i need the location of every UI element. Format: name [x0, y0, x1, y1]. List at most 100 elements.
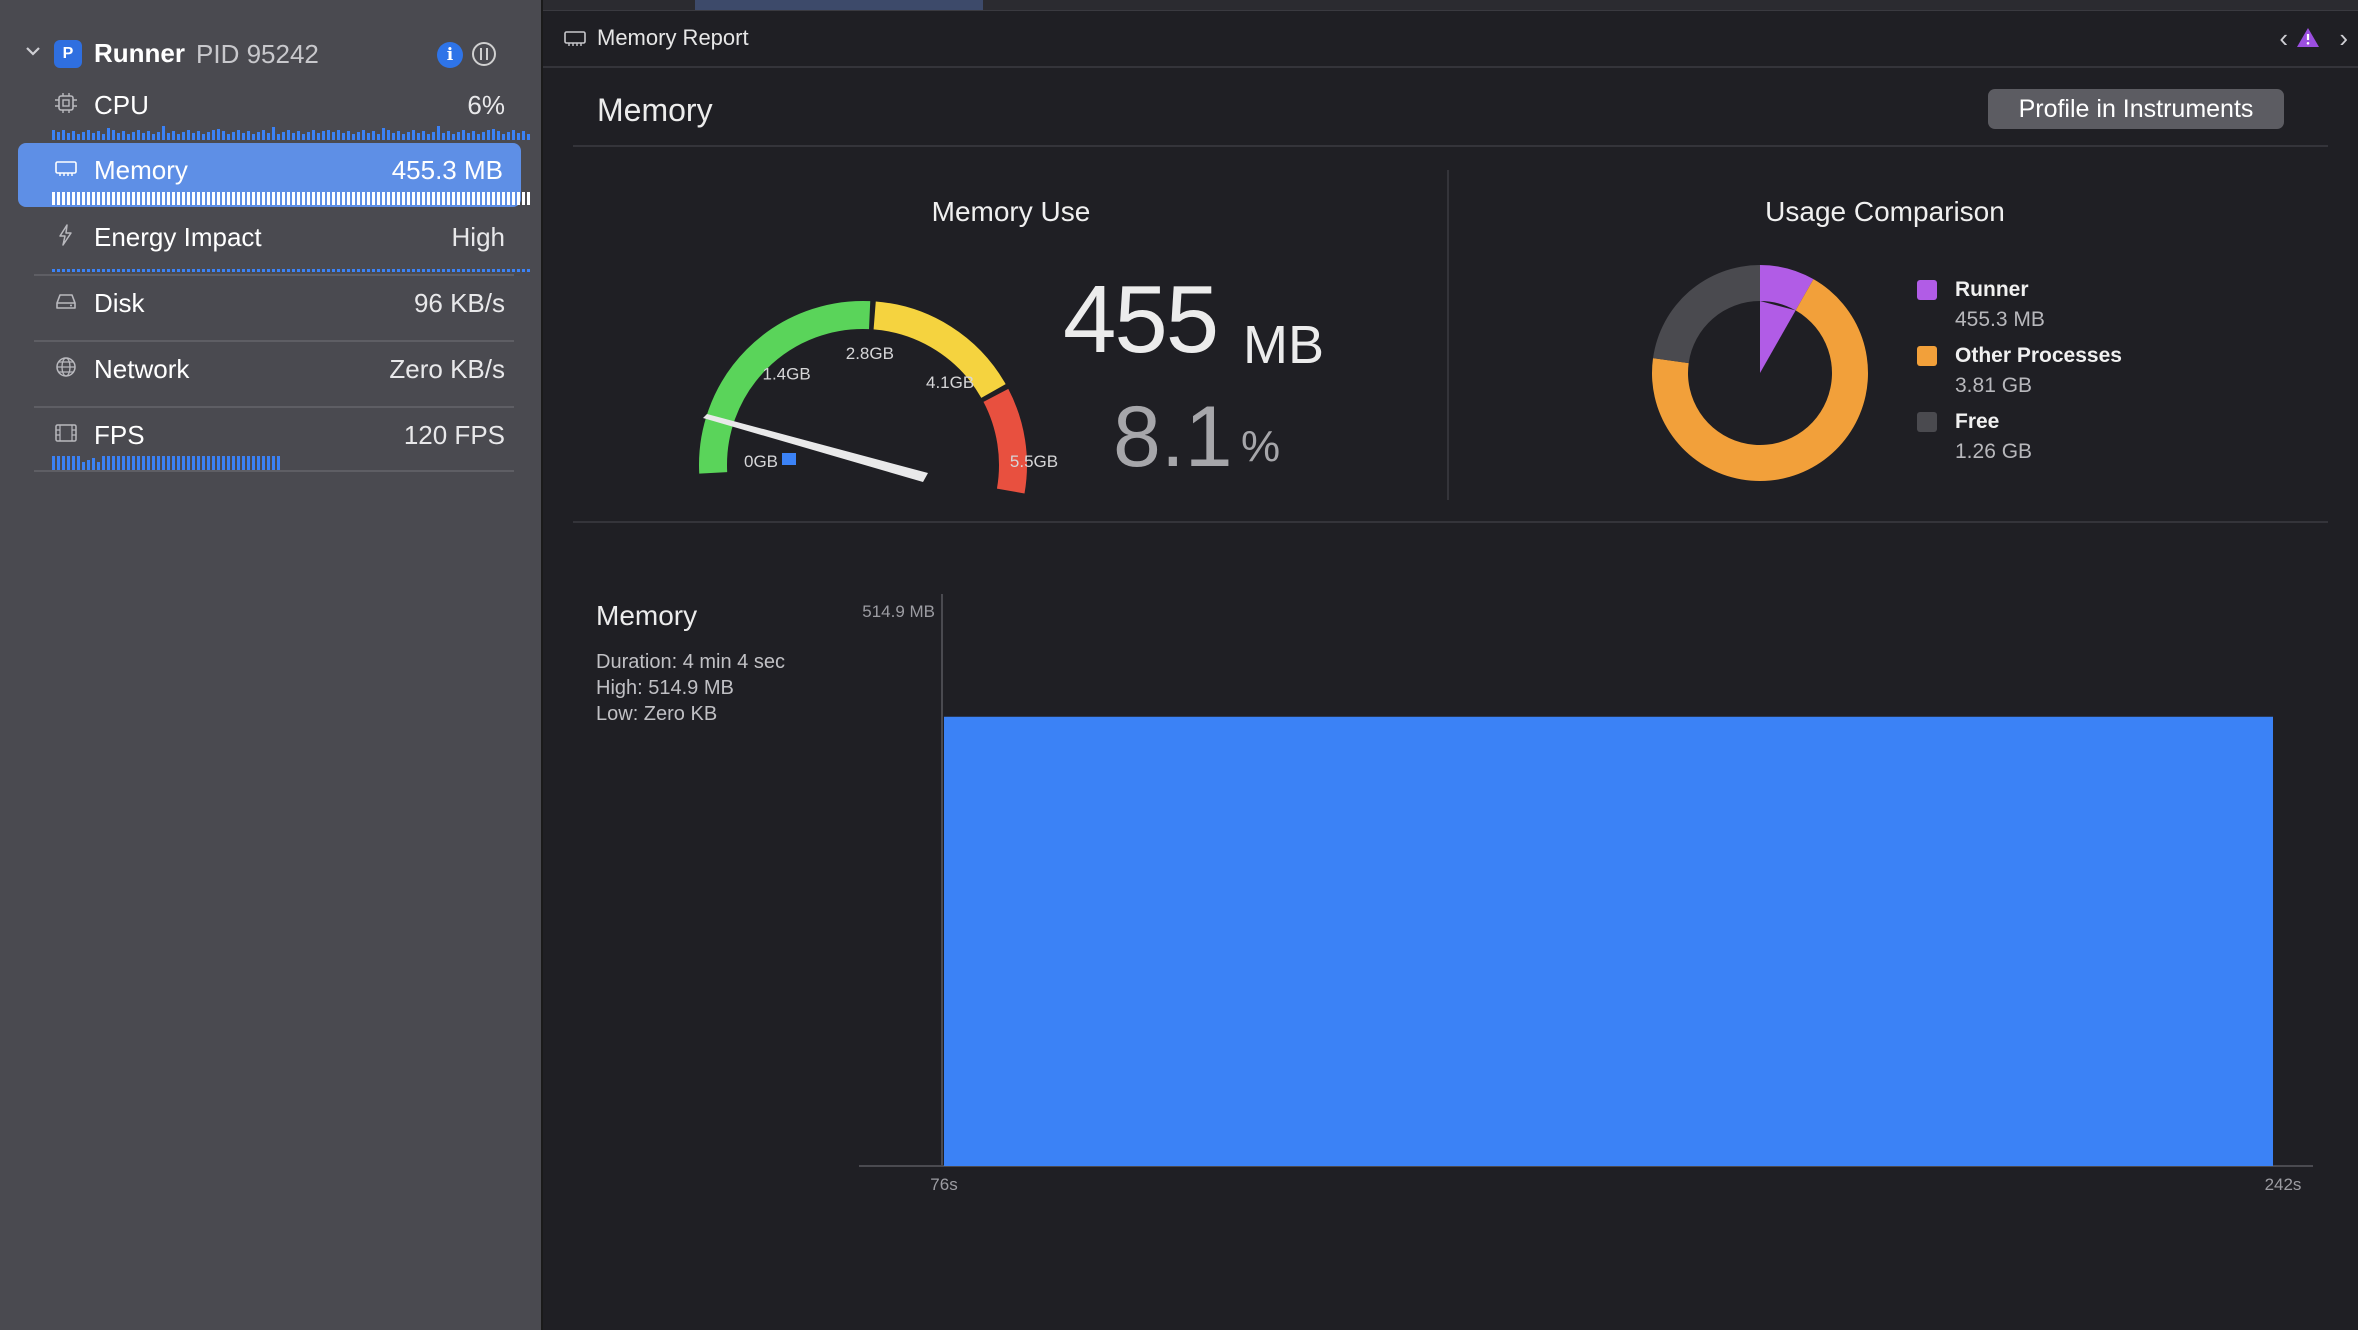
sparkline-bar: [447, 131, 450, 140]
sparkline-bar: [272, 456, 275, 470]
chevron-left-icon[interactable]: ‹: [2279, 23, 2288, 53]
sparkline-bar: [152, 456, 155, 470]
sparkline-bar: [167, 192, 170, 205]
report-header: Memory Report ‹ ›: [543, 11, 2358, 68]
chevron-right-icon[interactable]: ›: [2339, 23, 2348, 53]
app-icon: P: [54, 40, 82, 68]
sparkline-bar: [157, 269, 160, 272]
gauge-needle: [703, 414, 928, 482]
sparkline-bar: [172, 456, 175, 470]
sparkline-bar: [412, 130, 415, 140]
sparkline-bar: [322, 131, 325, 140]
sparkline-bar: [87, 192, 90, 205]
sparkline-bar: [457, 269, 460, 272]
sparkline-bar: [342, 133, 345, 140]
sparkline-bar: [152, 192, 155, 205]
sparkline-bar: [252, 269, 255, 272]
sparkline-bar: [522, 269, 525, 272]
sparkline-bar: [102, 192, 105, 205]
sparkline-bar: [232, 132, 235, 140]
sparkline-bar: [272, 269, 275, 272]
sparkline-bar: [257, 192, 260, 205]
sparkline-bar: [52, 456, 55, 470]
high-stat: High: 514.9 MB: [596, 677, 734, 699]
memory-percent-unit: %: [1241, 422, 1281, 471]
sparkline-bar: [462, 130, 465, 140]
sparkline-bar: [472, 192, 475, 205]
sparkline-bar: [307, 132, 310, 140]
active-tab-indicator[interactable]: [695, 0, 983, 10]
sparkline-bar: [152, 134, 155, 140]
sparkline-bar: [442, 269, 445, 272]
usage-comparison-title: Usage Comparison: [1765, 196, 2005, 227]
sparkline-bar: [67, 269, 70, 272]
sparkline-bar: [257, 456, 260, 470]
gauge-energy[interactable]: Energy Impact High: [18, 210, 530, 274]
timeline-title: Memory: [596, 600, 698, 631]
sparkline-bar: [127, 269, 130, 272]
gauge-network[interactable]: Network Zero KB/s: [18, 342, 523, 406]
gauge-fps[interactable]: FPS 120 FPS: [18, 408, 523, 472]
sparkline-bar: [77, 456, 80, 470]
sparkline-bar: [317, 269, 320, 272]
process-row[interactable]: P Runner PID 95242 i: [0, 30, 541, 78]
sparkline-bar: [372, 192, 375, 205]
sparkline-bar: [207, 132, 210, 140]
gauge-disk[interactable]: Disk 96 KB/s: [18, 276, 523, 340]
sparkline-bar: [307, 192, 310, 205]
sparkline-bar: [187, 130, 190, 140]
gauge-cpu[interactable]: CPU 6%: [18, 78, 530, 142]
sparkline-bar: [442, 133, 445, 140]
sparkline-bar: [97, 462, 100, 470]
sparkline-bar: [187, 456, 190, 470]
profile-in-instruments-button[interactable]: Profile in Instruments: [1988, 89, 2284, 129]
sparkline-bar: [252, 134, 255, 140]
sparkline-bar: [72, 269, 75, 272]
legend-swatch: [1917, 346, 1937, 366]
sparkline-bar: [437, 126, 440, 140]
sparkline-bar: [227, 134, 230, 140]
sparkline-bar: [147, 269, 150, 272]
sparkline-bar: [352, 192, 355, 205]
chevron-down-icon[interactable]: [24, 42, 42, 60]
sparkline-bar: [247, 456, 250, 470]
sparkline-bar: [287, 130, 290, 140]
sparkline-bar: [417, 269, 420, 272]
sparkline-bar: [312, 130, 315, 140]
sparkline-bar: [107, 269, 110, 272]
sparkline-bar: [297, 131, 300, 140]
sparkline-bar: [417, 133, 420, 140]
sparkline-bar: [172, 269, 175, 272]
gauge-memory[interactable]: Memory 455.3 MB: [18, 143, 530, 207]
sparkline-bar: [92, 269, 95, 272]
sparkline-bar: [122, 269, 125, 272]
sparkline-bar: [62, 269, 65, 272]
film-icon: [55, 424, 77, 442]
sparkline-bar: [352, 269, 355, 272]
sparkline-bar: [237, 192, 240, 205]
usage-comparison-donut: [1652, 265, 1868, 481]
sparkline-bar: [162, 269, 165, 272]
bolt-icon: [59, 224, 72, 246]
sparkline-bar: [482, 192, 485, 205]
sparkline-bar: [497, 192, 500, 205]
sparkline-bar: [432, 132, 435, 140]
gauge-value: Zero KB/s: [389, 354, 505, 384]
sparkline-bar: [487, 192, 490, 205]
memory-sparkline: [52, 191, 530, 205]
sparkline-bar: [437, 192, 440, 205]
sparkline-bar: [512, 192, 515, 205]
sparkline-bar: [262, 192, 265, 205]
sparkline-bar: [312, 192, 315, 205]
gauge-segment-green: [699, 301, 871, 474]
warning-icon[interactable]: [2296, 26, 2320, 48]
cpu-icon: [55, 93, 77, 113]
sparkline-bar: [332, 132, 335, 140]
sparkline-bar: [422, 192, 425, 205]
sparkline-bar: [202, 456, 205, 470]
sparkline-bar: [257, 269, 260, 272]
info-icon[interactable]: i: [437, 42, 463, 68]
pause-icon[interactable]: [472, 42, 496, 66]
sparkline-bar: [427, 269, 430, 272]
sparkline-bar: [197, 192, 200, 205]
